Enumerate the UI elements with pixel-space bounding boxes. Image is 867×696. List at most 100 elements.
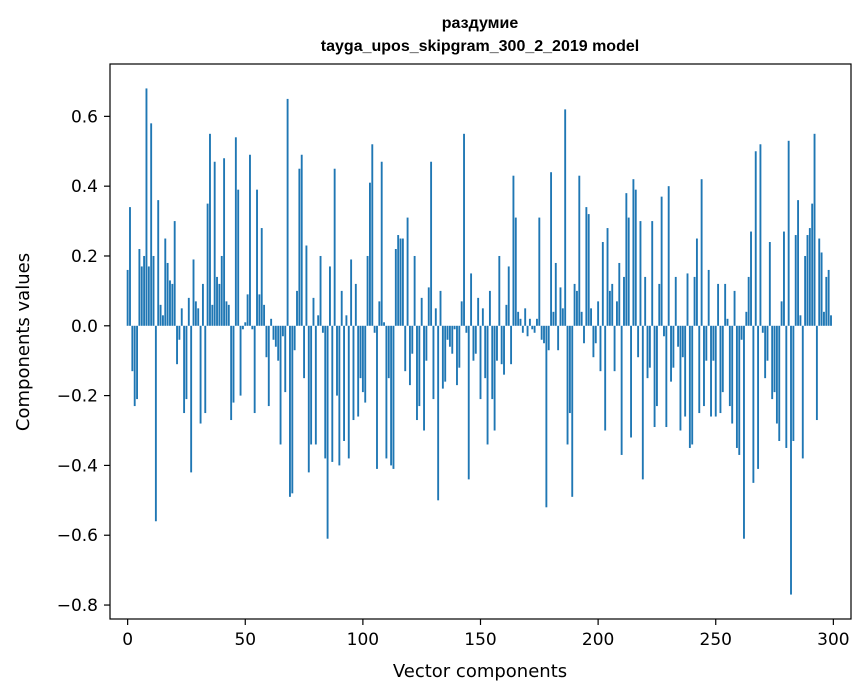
y-tick-label: 0.6 <box>71 107 98 127</box>
bar-46 <box>234 137 237 326</box>
bar-53 <box>251 325 254 330</box>
bar-177 <box>543 325 545 344</box>
bar-213 <box>627 217 630 326</box>
bar-17 <box>166 262 169 326</box>
bar-66 <box>281 325 284 337</box>
bar-234 <box>677 325 680 347</box>
bar-250 <box>714 325 717 417</box>
bar-184 <box>559 287 562 326</box>
bar-253 <box>721 325 724 393</box>
chart-subtitle: tayga_upos_skipgram_300_2_2019 model <box>321 38 639 55</box>
bar-15 <box>161 315 164 326</box>
bar-261 <box>740 325 743 340</box>
bar-292 <box>813 133 816 326</box>
bar-122 <box>413 255 416 326</box>
bar-37 <box>213 161 216 326</box>
bar-289 <box>806 235 809 326</box>
bar-52 <box>249 154 251 326</box>
bar-203 <box>604 325 607 431</box>
bar-193 <box>580 311 583 326</box>
bar-293 <box>815 325 818 421</box>
bar-191 <box>576 290 578 326</box>
bar-166 <box>517 311 520 326</box>
bar-59 <box>265 325 268 358</box>
bar-214 <box>630 325 632 438</box>
bar-263 <box>745 311 748 326</box>
bar-175 <box>538 217 541 326</box>
bar-172 <box>531 325 534 330</box>
bar-74 <box>300 154 303 326</box>
bar-231 <box>670 325 672 382</box>
bar-218 <box>639 221 642 326</box>
bar-158 <box>498 255 501 326</box>
bar-207 <box>613 325 616 372</box>
bar-236 <box>681 325 684 358</box>
bar-144 <box>465 325 468 333</box>
y-tick-label: 0.4 <box>71 177 98 197</box>
bar-167 <box>519 318 522 326</box>
bar-162 <box>507 266 510 326</box>
bar-16 <box>164 238 167 326</box>
bar-3 <box>133 325 136 407</box>
bar-279 <box>783 231 785 326</box>
bar-216 <box>634 189 637 326</box>
bar-151 <box>481 308 484 326</box>
bar-235 <box>679 325 682 431</box>
bar-286 <box>799 315 802 326</box>
bar-223 <box>651 221 654 326</box>
bar-0 <box>126 269 129 326</box>
bar-298 <box>827 269 830 326</box>
y-axis-ticks: −0.8 −0.6 −0.4 −0.2 0.0 0.2 0.4 0.6 <box>57 107 110 616</box>
bar-159 <box>500 325 503 365</box>
bar-38 <box>216 276 218 326</box>
bar-57 <box>260 228 263 326</box>
bar-32 <box>201 283 204 326</box>
bar-142 <box>460 301 463 326</box>
bar-233 <box>674 276 677 326</box>
bar-178 <box>545 325 548 508</box>
bar-246 <box>705 325 708 361</box>
bar-259 <box>735 325 738 448</box>
bar-155 <box>491 325 494 400</box>
bar-290 <box>808 228 811 326</box>
bar-107 <box>378 301 381 326</box>
bar-204 <box>606 228 609 326</box>
bar-282 <box>790 325 792 595</box>
bar-93 <box>345 315 348 326</box>
bar-135 <box>444 325 447 382</box>
bar-26 <box>187 297 190 326</box>
bar-267 <box>754 151 757 326</box>
bar-39 <box>218 283 221 326</box>
bar-188 <box>568 325 571 414</box>
bar-297 <box>825 276 828 326</box>
bar-264 <box>747 276 750 326</box>
bar-47 <box>237 189 240 326</box>
bar-28 <box>192 259 195 326</box>
bar-56 <box>258 294 261 326</box>
bar-87 <box>331 325 334 462</box>
bar-288 <box>804 255 807 326</box>
bar-86 <box>329 266 331 326</box>
bar-51 <box>246 294 249 326</box>
bar-224 <box>653 325 656 428</box>
bar-19 <box>171 283 174 326</box>
bar-241 <box>693 276 696 326</box>
bar-202 <box>601 242 604 326</box>
bar-69 <box>289 325 291 497</box>
bar-197 <box>590 308 592 326</box>
bar-49 <box>241 325 244 330</box>
bar-212 <box>625 193 628 326</box>
bar-239 <box>688 325 691 448</box>
bar-225 <box>655 325 658 407</box>
bar-77 <box>307 325 310 473</box>
bar-139 <box>453 325 456 330</box>
bar-296 <box>823 311 825 326</box>
bar-143 <box>463 133 465 326</box>
x-tick-label: 250 <box>700 630 732 650</box>
bar-262 <box>743 325 745 539</box>
bar-91 <box>340 290 343 326</box>
bar-67 <box>284 325 287 393</box>
plot-frame <box>109 63 852 620</box>
bar-243 <box>698 325 701 414</box>
bar-137 <box>448 325 451 347</box>
